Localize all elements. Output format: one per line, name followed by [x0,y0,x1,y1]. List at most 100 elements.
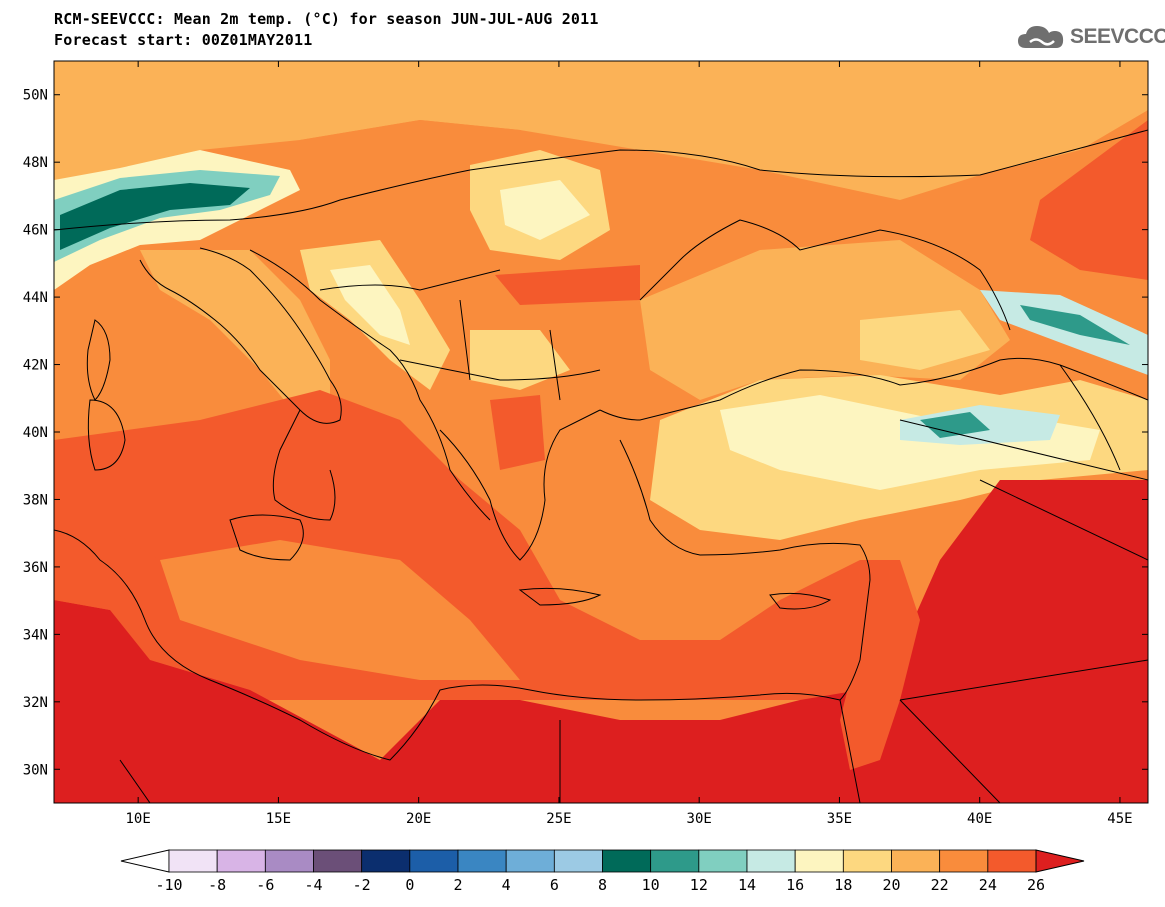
temperature-field [54,61,1148,803]
colorbar-box [505,849,555,873]
north-africa-coast [54,529,841,761]
field-caucasus [980,290,1148,375]
colorbar-box [939,849,989,873]
colorbar-under-triangle [120,849,170,873]
calabria-coast [272,409,336,521]
colorbar-box [794,849,844,873]
latitude-axis: 30N 32N 34N 36N 38N 40N 42N 44N 46N 48N 50N [23,88,1148,778]
lat-tick-label: 50N [23,88,48,104]
lon-tick-label: 30E [687,811,712,827]
field-caspian-hot [1030,120,1148,280]
lat-tick-label: 34N [23,627,48,643]
colorbar-label: -6 [256,876,275,894]
colorbar-label: -2 [352,876,371,894]
levant-coast [839,579,871,701]
colorbar-label: 0 [405,876,415,894]
cloud-icon [1018,26,1064,48]
forecast-start-label: Forecast start: 00Z01MAY2011 [54,31,313,49]
colorbar-label: 24 [978,876,997,894]
lat-tick-label: 32N [23,695,48,711]
field-italy [140,250,330,420]
black-sea-south-coast [599,357,1148,421]
colorbar-label: -4 [304,876,323,894]
central-europe-borders [54,129,1148,231]
cyprus-coast [769,592,832,610]
lon-tick-label: 20E [406,811,431,827]
colorbar-label: 14 [737,876,757,894]
field-anatolia-coldcore [920,412,990,438]
colorbar-box [264,849,314,873]
colorbar-box [891,849,941,873]
colorbar-label: 2 [453,876,463,894]
colorbar-label: 20 [882,876,901,894]
colorbar-box [361,849,411,873]
colorbar-label: 16 [786,876,805,894]
field-north-band [54,61,1148,200]
colorbar-box [987,849,1037,873]
lat-tick-label: 44N [23,290,48,306]
lon-tick-label: 35E [827,811,852,827]
colorbar-box [313,849,363,873]
colorbar-label: 6 [549,876,559,894]
sicily-coast [229,514,304,561]
seevccc-logo: SEEVCCC [1016,20,1165,54]
lat-tick-label: 42N [23,358,48,374]
field-alps-core [60,183,250,250]
field-ionian [160,540,520,680]
lon-tick-label: 45E [1107,811,1132,827]
italy-coast [139,247,342,424]
colorbar-box [698,849,748,873]
logo-text: SEEVCCC [1070,25,1165,48]
colorbar-box [409,849,459,873]
colorbar-over-triangle [1035,849,1085,873]
colorbar-box [553,849,603,873]
lat-tick-label: 30N [23,762,48,778]
colorbar-label: 4 [501,876,511,894]
chart-title: RCM-SEEVCCC: Mean 2m temp. (°C) for seas… [54,10,599,28]
africa-borders [119,659,1148,803]
lat-tick-label: 46N [23,223,48,239]
field-greece-hot [490,395,545,470]
colorbar-label: 22 [930,876,949,894]
colorbar-label: -10 [155,876,183,894]
field-levant [840,560,920,770]
field-dinarides-core [330,265,410,345]
adriatic-east-coast [249,249,491,521]
black-sea-north-coast [639,219,1011,331]
colorbar-label: 26 [1026,876,1046,894]
greece-coast [439,409,601,561]
lon-tick-label: 25E [546,811,571,827]
colorbar-box [457,849,507,873]
colorbar-label: 8 [597,876,608,894]
anatolia-south-coast [619,439,871,581]
colorbar-label: 10 [641,876,660,894]
field-carpathians-core [500,180,590,240]
crete-coast [518,587,602,606]
lat-tick-label: 36N [23,560,48,576]
field-balkan-range [470,330,570,390]
lat-tick-label: 40N [23,425,48,441]
colorbar-label: 18 [834,876,853,894]
colorbar-box [168,849,218,873]
colorbar [120,849,1085,873]
corsica-coast [86,319,111,401]
colorbar-box [746,849,796,873]
eastern-borders [899,364,1148,561]
lat-tick-label: 38N [23,492,48,508]
colorbar-box [842,849,892,873]
colorbar-box [650,849,700,873]
colorbar-label: 12 [689,876,708,894]
lon-tick-label: 10E [126,811,151,827]
field-anatolia-core [720,395,1100,490]
field-tunisia [54,530,160,620]
sardinia-coast [87,399,126,471]
lon-tick-label: 15E [266,811,291,827]
field-black-sea-east [860,310,990,370]
longitude-axis: 10E 15E 20E 25E 30E 35E 40E 45E [126,61,1133,827]
field-danube-hot [495,265,640,305]
lat-tick-label: 48N [23,155,48,171]
field-caucasus-core [1020,305,1130,345]
colorbar-label: -8 [208,876,227,894]
coastlines [54,129,1148,803]
